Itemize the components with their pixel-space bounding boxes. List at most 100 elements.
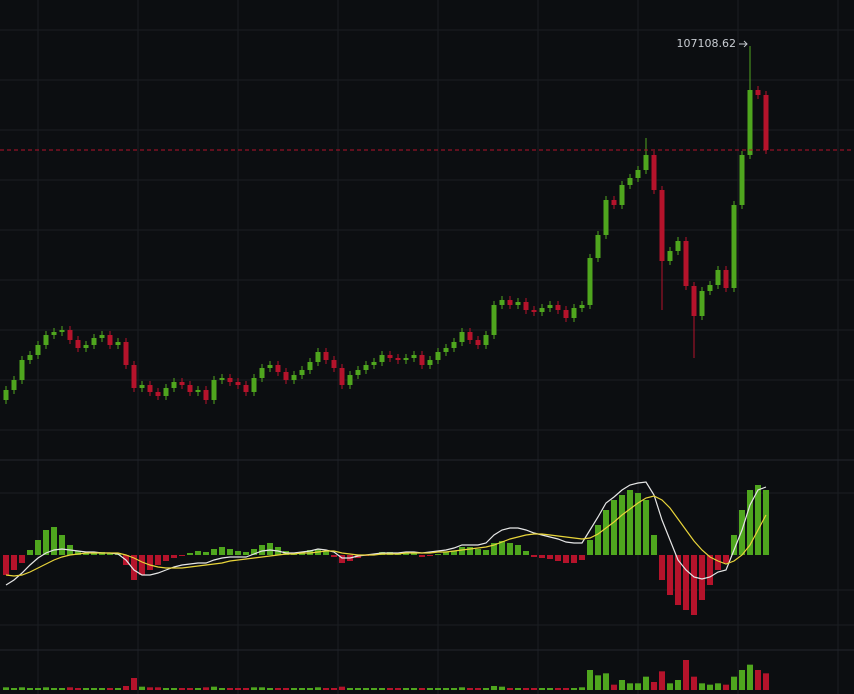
candle-body	[83, 345, 89, 348]
candle-body	[227, 378, 233, 382]
volume-bar	[707, 684, 713, 690]
macd-histogram-bar	[627, 490, 633, 555]
macd-histogram-bar	[539, 555, 545, 558]
volume-bar	[51, 688, 57, 690]
macd-histogram-bar	[531, 555, 537, 557]
candle-body	[691, 286, 697, 316]
volume-bar	[123, 686, 129, 690]
candle-body	[403, 358, 409, 360]
volume-bar	[243, 688, 249, 690]
volume-bar	[3, 687, 9, 690]
candle-body	[27, 355, 33, 360]
macd-histogram-bar	[195, 551, 201, 555]
candle-body	[131, 365, 137, 388]
volume-bar	[571, 688, 577, 690]
macd-histogram-bar	[259, 545, 265, 555]
candle-body	[323, 352, 329, 360]
candle-body	[635, 170, 641, 178]
candle-body	[659, 190, 665, 261]
volume-bar	[147, 687, 153, 690]
macd-line	[5, 481, 767, 586]
candle-body	[91, 338, 97, 345]
volume-bar	[323, 688, 329, 690]
high-arrow	[739, 40, 748, 48]
volume-bar	[307, 688, 313, 690]
volume-bar	[251, 687, 257, 690]
price-pane: 107108.62	[0, 37, 854, 404]
volume-bar	[211, 686, 217, 690]
volume-bar	[291, 688, 297, 690]
candle-body	[515, 302, 521, 305]
volume-bar	[467, 688, 473, 690]
candle-body	[123, 342, 129, 365]
macd-histogram-bar	[659, 555, 665, 580]
candle-body	[563, 310, 569, 318]
macd-histogram-bar	[91, 553, 97, 555]
macd-histogram-bar	[523, 551, 529, 555]
macd-histogram-bar	[43, 530, 49, 555]
candle-body	[291, 375, 297, 380]
volume-bar	[339, 686, 345, 690]
volume-bar	[531, 688, 537, 690]
volume-bar	[59, 688, 65, 690]
macd-histogram-bar	[675, 555, 681, 605]
volume-bar	[507, 688, 513, 690]
macd-histogram-bar	[571, 555, 577, 563]
volume-bar	[603, 673, 609, 690]
volume-bar	[723, 684, 729, 690]
volume-bar	[139, 686, 145, 690]
candle-body	[667, 251, 673, 261]
candle-body	[203, 390, 209, 400]
volume-bar	[563, 688, 569, 690]
candle-body	[643, 155, 649, 170]
macd-line	[5, 495, 767, 577]
macd-histogram-bar	[451, 551, 457, 555]
macd-histogram-bar	[27, 550, 33, 555]
macd-histogram-bar	[11, 555, 17, 570]
candle-body	[155, 392, 161, 396]
candle-body	[619, 185, 625, 205]
volume-bar	[203, 687, 209, 690]
candle-body	[555, 305, 561, 310]
volume-bar	[747, 664, 753, 690]
macd-histogram-bar	[755, 485, 761, 555]
macd-histogram-bar	[747, 490, 753, 555]
volume-bar	[611, 684, 617, 690]
macd-histogram-bar	[563, 555, 569, 563]
macd-histogram-bar	[323, 551, 329, 555]
candle-body	[211, 380, 217, 400]
candle-body	[51, 332, 57, 335]
candle-body	[459, 332, 465, 342]
macd-histogram-bar	[235, 551, 241, 555]
macd-histogram-bar	[683, 555, 689, 610]
candle-body	[3, 390, 9, 400]
candle-body	[315, 352, 321, 362]
macd-histogram-bar	[171, 555, 177, 558]
volume-bar	[259, 687, 265, 690]
candle-body	[283, 372, 289, 380]
volume-bar	[355, 688, 361, 690]
candle-body	[115, 342, 121, 345]
volume-bar	[347, 688, 353, 690]
volume-bar	[443, 688, 449, 690]
macd-histogram-bar	[107, 553, 113, 555]
candle-body	[19, 360, 25, 380]
volume-bar	[651, 682, 657, 690]
macd-histogram-bar	[635, 493, 641, 555]
volume-bar	[315, 687, 321, 690]
volume-bar	[483, 688, 489, 690]
macd-histogram-bar	[155, 555, 161, 565]
macd-histogram-bar	[19, 555, 25, 563]
volume-bar	[27, 688, 33, 690]
candle-body	[579, 305, 585, 308]
macd-histogram-bar	[443, 552, 449, 555]
volume-bar	[475, 688, 481, 690]
candle-body	[723, 270, 729, 288]
macd-histogram-bar	[715, 555, 721, 570]
candle-body	[379, 355, 385, 362]
candle-body	[627, 178, 633, 185]
volume-bar	[83, 688, 89, 690]
candle-body	[67, 330, 73, 340]
candle-body	[491, 305, 497, 335]
